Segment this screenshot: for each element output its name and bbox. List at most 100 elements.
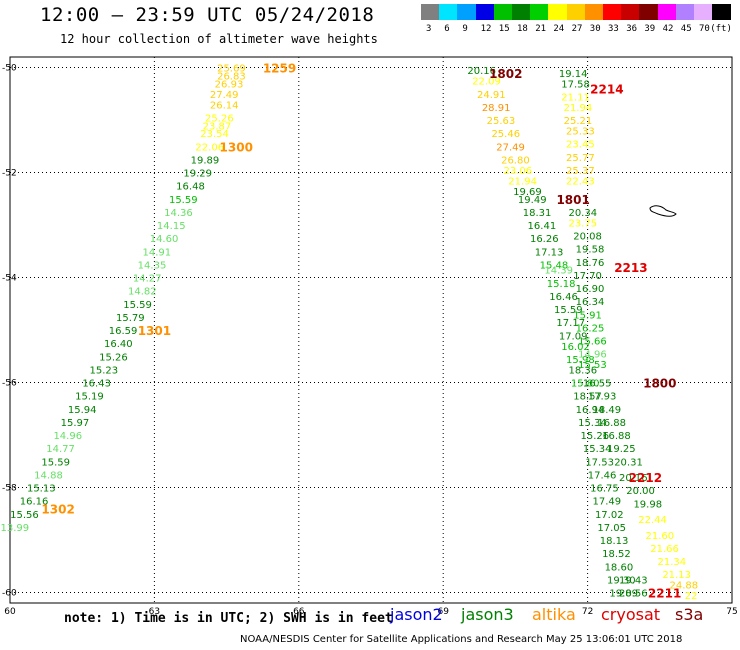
wave-height-value: 19.69 xyxy=(513,187,542,198)
legend-swatch xyxy=(530,4,550,20)
wave-height-value: 23.87 xyxy=(203,121,232,132)
wave-height-value: 22.09 xyxy=(472,77,501,88)
wave-height-value: 15.98 xyxy=(566,355,595,366)
wave-height-value: 24.91 xyxy=(477,90,506,101)
wave-height-value: 15.34 xyxy=(578,418,607,429)
credit-line: NOAA/NESDIS Center for Satellite Applica… xyxy=(240,634,683,645)
wave-height-value: 21.60 xyxy=(645,531,674,542)
wave-height-value: 14.82 xyxy=(128,287,157,298)
wave-height-value: 14.88 xyxy=(34,470,63,481)
longitude-label: 75 xyxy=(726,607,737,617)
wave-height-value: 18.31 xyxy=(523,208,552,219)
legend-swatch xyxy=(512,4,531,20)
wave-height-value: 16.25 xyxy=(576,323,605,334)
wave-height-value: 15.53 xyxy=(578,360,607,371)
wave-height-value: 19.43 xyxy=(619,575,648,586)
wave-height-value: 26.14 xyxy=(210,100,239,111)
latitude-label: -58 xyxy=(2,484,17,494)
wave-height-value: 15.48 xyxy=(540,260,569,271)
legend-label: 36 xyxy=(626,24,638,34)
wave-height-value: 22.06 xyxy=(195,142,224,153)
satellite-cryosat: cryosat xyxy=(601,605,661,624)
latitude-label: -60 xyxy=(2,589,17,599)
wave-height-value: 17.70 xyxy=(573,271,602,282)
wave-height-value: 25.63 xyxy=(487,116,516,127)
wave-height-value: 15.13 xyxy=(27,484,56,495)
wave-height-value: 22.44 xyxy=(638,515,667,526)
wave-height-value: 17.93 xyxy=(588,392,617,403)
legend-label: 6 xyxy=(444,24,450,34)
wave-height-value: 14.39 xyxy=(544,266,573,277)
wave-height-value: 15.19 xyxy=(75,392,104,403)
legend-label: 21 xyxy=(535,24,547,34)
wave-height-value: 21.94 xyxy=(564,103,593,114)
satellite-jason2: jason2 xyxy=(390,605,443,624)
legend-swatch xyxy=(603,4,622,20)
wave-height-value: 15.97 xyxy=(61,418,90,429)
wave-height-value: 20.31 xyxy=(614,457,643,468)
wave-height-value: 25.46 xyxy=(491,129,520,140)
wave-height-value: 17.09 xyxy=(559,331,588,342)
wave-height-value: 17.53 xyxy=(585,457,614,468)
wave-height-value: 14.15 xyxy=(157,221,186,232)
wave-height-value: 20.56 xyxy=(619,589,648,600)
wave-height-value: 17.02 xyxy=(595,510,624,521)
legend-swatch xyxy=(439,4,459,20)
wave-height-value: 25.26 xyxy=(205,113,234,124)
axis-labels: 60 63 66 69 72 75 -50 -52 -54 -56 -58 -60 xyxy=(2,64,738,618)
satellite-jason3: jason3 xyxy=(461,605,514,624)
longitude-label: 69 xyxy=(437,607,449,617)
wave-height-value: 15.56 xyxy=(10,510,39,521)
legend-swatch xyxy=(639,4,659,20)
legend-label: 42 xyxy=(662,24,674,34)
legend-swatch xyxy=(621,4,641,20)
legend-swatch xyxy=(566,4,586,20)
wave-height-value: 20.16 xyxy=(619,473,648,484)
wave-height-value: 25.21 xyxy=(564,116,593,127)
wave-height-value: 25.77 xyxy=(566,153,595,164)
wave-height-value: 21.34 xyxy=(658,557,687,568)
legend-label: 15 xyxy=(498,24,510,34)
wave-height-value: 15.26 xyxy=(580,431,609,442)
wave-height-value: 15.18 xyxy=(547,279,576,290)
pass-time-label: 1302 xyxy=(41,503,74,517)
longitude-label: 66 xyxy=(293,607,305,617)
wave-height-value: 28.91 xyxy=(482,103,511,114)
satellite-s3a: s3a xyxy=(675,605,704,624)
wave-height-value: 16.41 xyxy=(528,221,557,232)
legend-label: 33 xyxy=(608,24,619,34)
latitude-label: -56 xyxy=(2,379,17,389)
grid-lines xyxy=(10,57,732,603)
pass-time-label: 1800 xyxy=(643,377,676,391)
wave-height-value: 15.66 xyxy=(578,337,607,348)
wave-height-value: 17.13 xyxy=(535,247,564,258)
pass-time-label: 2212 xyxy=(629,471,662,485)
wave-height-value: 19.30 xyxy=(607,575,636,586)
wave-height-value: 20.34 xyxy=(568,208,597,219)
wave-height-value: 23.45 xyxy=(566,140,595,151)
wave-height-value: 18.13 xyxy=(600,536,629,547)
wave-height-value: 15.59 xyxy=(123,300,152,311)
pass-time-label: 1301 xyxy=(138,324,171,338)
wave-height-value: 16.46 xyxy=(549,292,578,303)
legend-label: 45 xyxy=(680,24,692,34)
wave-height-value: 26.80 xyxy=(501,155,530,166)
legend-label: 12 xyxy=(480,24,492,34)
legend-swatch xyxy=(493,4,513,20)
wave-height-value: 19.14 xyxy=(559,69,588,80)
legend-swatch xyxy=(475,4,495,20)
wave-height-value: 16.26 xyxy=(530,234,559,245)
legend-swatch xyxy=(675,4,695,20)
wave-height-value: 21.13 xyxy=(662,570,691,581)
legend-label: 24 xyxy=(553,24,565,34)
wave-height-value: 27.49 xyxy=(210,90,239,101)
legend-label: 9 xyxy=(462,24,468,34)
longitude-label: 63 xyxy=(149,607,160,617)
legend-swatch xyxy=(457,4,477,20)
wave-height-value: 27.49 xyxy=(496,142,525,153)
legend-label: (ft) xyxy=(710,24,732,34)
wave-height-value: 16.94 xyxy=(576,405,605,416)
wave-height-value: 15.94 xyxy=(68,405,97,416)
island-outline xyxy=(649,205,677,217)
